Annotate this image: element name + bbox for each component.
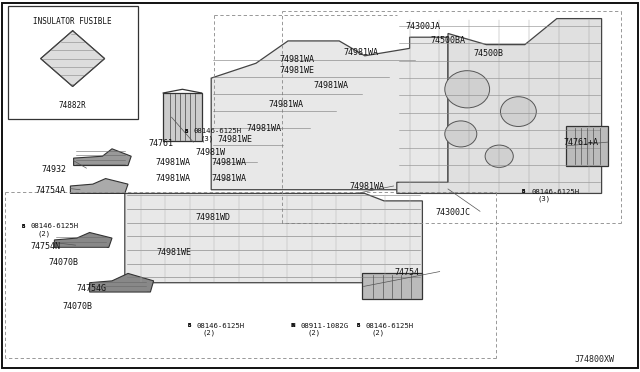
Ellipse shape bbox=[485, 145, 513, 167]
Text: 74981WA: 74981WA bbox=[211, 174, 246, 183]
Text: 08146-6125H: 08146-6125H bbox=[531, 189, 579, 195]
Text: 74981WA: 74981WA bbox=[279, 55, 314, 64]
Text: 08146-6125H: 08146-6125H bbox=[196, 323, 244, 328]
Polygon shape bbox=[70, 179, 128, 193]
Text: 74981WA: 74981WA bbox=[343, 48, 378, 57]
Polygon shape bbox=[566, 126, 608, 166]
Text: 08146-6125H: 08146-6125H bbox=[365, 323, 413, 328]
Text: 74754N: 74754N bbox=[31, 242, 61, 251]
Polygon shape bbox=[211, 37, 448, 190]
Text: (3): (3) bbox=[200, 135, 214, 142]
Text: 74300JA: 74300JA bbox=[406, 22, 441, 31]
Text: B: B bbox=[522, 189, 525, 194]
Text: B: B bbox=[184, 129, 188, 134]
Ellipse shape bbox=[445, 71, 490, 108]
Text: INSULATOR FUSIBLE: INSULATOR FUSIBLE bbox=[33, 17, 112, 26]
Polygon shape bbox=[90, 273, 154, 292]
Ellipse shape bbox=[500, 97, 536, 126]
Text: B: B bbox=[187, 323, 191, 328]
Text: 74981WA: 74981WA bbox=[246, 124, 282, 133]
Text: 74754G: 74754G bbox=[77, 284, 107, 293]
Text: B: B bbox=[21, 224, 25, 229]
Text: 74754A: 74754A bbox=[35, 186, 65, 195]
Ellipse shape bbox=[445, 121, 477, 147]
Text: 74981WE: 74981WE bbox=[157, 248, 192, 257]
Text: 74981WA: 74981WA bbox=[314, 81, 349, 90]
Text: B: B bbox=[356, 323, 360, 328]
Text: 74981WA: 74981WA bbox=[269, 100, 304, 109]
Polygon shape bbox=[397, 19, 602, 193]
Text: (2): (2) bbox=[307, 330, 321, 336]
Text: 74981WE: 74981WE bbox=[279, 66, 314, 75]
Text: B: B bbox=[356, 323, 360, 328]
Text: 74500B: 74500B bbox=[474, 49, 504, 58]
Text: B: B bbox=[187, 323, 191, 328]
Text: (2): (2) bbox=[37, 230, 51, 237]
Text: (2): (2) bbox=[372, 330, 385, 336]
Text: B: B bbox=[291, 323, 294, 328]
Text: 74882R: 74882R bbox=[59, 101, 86, 110]
Text: B: B bbox=[184, 129, 188, 134]
Text: N: N bbox=[291, 323, 295, 328]
Text: 74932: 74932 bbox=[42, 165, 67, 174]
Text: 08146-6125H: 08146-6125H bbox=[194, 128, 242, 134]
Text: 74981W: 74981W bbox=[195, 148, 225, 157]
Text: 74981WA: 74981WA bbox=[211, 158, 246, 167]
Polygon shape bbox=[125, 193, 422, 283]
Text: 74761: 74761 bbox=[148, 139, 173, 148]
Text: 74981WD: 74981WD bbox=[195, 213, 230, 222]
Text: (2): (2) bbox=[203, 330, 216, 336]
Text: 74070B: 74070B bbox=[48, 258, 78, 267]
Bar bbox=[8, 6, 138, 119]
Text: 74070B: 74070B bbox=[63, 302, 93, 311]
Text: 74300JC: 74300JC bbox=[435, 208, 470, 217]
Text: 74500BA: 74500BA bbox=[430, 36, 465, 45]
Polygon shape bbox=[163, 93, 202, 141]
Polygon shape bbox=[41, 31, 105, 86]
Text: N: N bbox=[291, 323, 295, 328]
Text: 08911-1082G: 08911-1082G bbox=[301, 323, 349, 328]
Text: 08146-6125H: 08146-6125H bbox=[31, 223, 79, 229]
Text: 74981WA: 74981WA bbox=[349, 182, 385, 191]
Text: J74800XW: J74800XW bbox=[575, 355, 614, 364]
Text: 74761+A: 74761+A bbox=[563, 138, 598, 147]
Text: 74981WA: 74981WA bbox=[156, 158, 191, 167]
Polygon shape bbox=[74, 149, 131, 166]
Text: 74981WE: 74981WE bbox=[218, 135, 253, 144]
Text: (3): (3) bbox=[538, 196, 551, 202]
Polygon shape bbox=[362, 273, 422, 299]
Text: B: B bbox=[21, 224, 25, 229]
Text: B: B bbox=[522, 189, 525, 194]
Polygon shape bbox=[54, 232, 112, 247]
Text: 74754: 74754 bbox=[395, 268, 420, 277]
Text: 74981WA: 74981WA bbox=[156, 174, 191, 183]
